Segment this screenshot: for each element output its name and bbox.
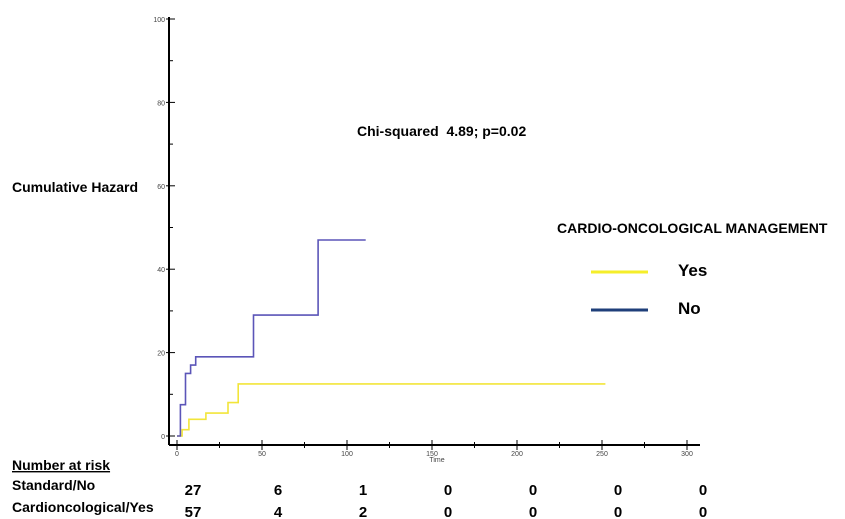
risk-value: 27 <box>185 482 202 499</box>
risk-value: 0 <box>444 482 452 499</box>
y-tick-label-60: 60 <box>157 184 165 191</box>
x-tick-label-150: 150 <box>426 451 438 458</box>
y-tick-label-100: 100 <box>153 17 165 24</box>
risk-value: 0 <box>614 504 622 519</box>
x-axis-label: Time <box>429 457 444 464</box>
risk-value: 57 <box>185 504 202 519</box>
risk-value: 0 <box>699 482 707 499</box>
risk-value: 6 <box>274 482 282 499</box>
risk-table-title: Number at risk <box>12 457 110 473</box>
risk-value: 1 <box>359 482 367 499</box>
x-tick-label-250: 250 <box>596 451 608 458</box>
y-tick-label-0: 0 <box>161 434 165 441</box>
risk-value: 0 <box>699 504 707 519</box>
x-tick-label-0: 0 <box>175 451 179 458</box>
y-tick-label-80: 80 <box>157 100 165 107</box>
x-tick-label-50: 50 <box>258 451 266 458</box>
risk-row-label-yes: Cardioncological/Yes <box>12 499 154 515</box>
risk-value: 0 <box>529 504 537 519</box>
legend-label-yes: Yes <box>678 261 707 280</box>
series-line-yes <box>177 383 606 437</box>
y-axis-label: Cumulative Hazard <box>12 179 138 195</box>
x-tick-label-100: 100 <box>341 451 353 458</box>
legend-title: CARDIO-ONCOLOGICAL MANAGEMENT <box>557 220 828 236</box>
series-line-no <box>177 239 366 437</box>
legend-label-no: No <box>678 299 701 318</box>
risk-value: 4 <box>274 504 283 519</box>
x-tick-label-300: 300 <box>681 451 693 458</box>
y-tick-label-20: 20 <box>157 351 165 358</box>
risk-value: 0 <box>614 482 622 499</box>
risk-row-label-no: Standard/No <box>12 477 95 493</box>
risk-value: 0 <box>529 482 537 499</box>
y-tick-label-40: 40 <box>157 267 165 274</box>
risk-value: 2 <box>359 504 367 519</box>
risk-value: 0 <box>444 504 452 519</box>
x-tick-label-200: 200 <box>511 451 523 458</box>
chi-squared-annotation: Chi-squared 4.89; p=0.02 <box>357 123 526 139</box>
